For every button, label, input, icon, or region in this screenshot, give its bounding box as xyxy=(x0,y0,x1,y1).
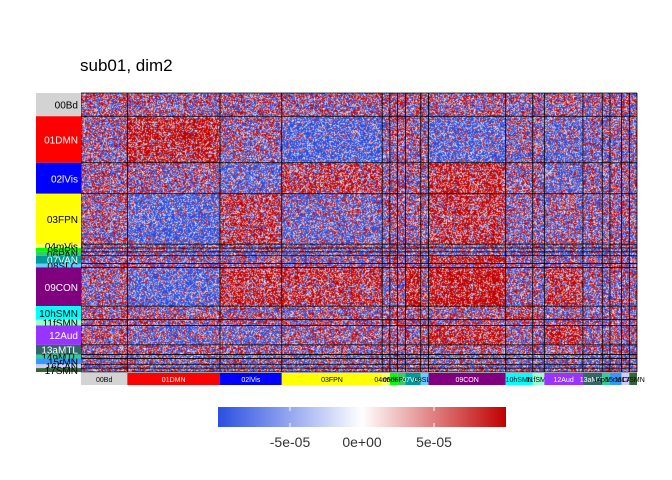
col-label-02lvis: 02lVis xyxy=(241,377,260,384)
col-label-band-02lvis xyxy=(220,373,282,385)
row-label-band-11fsmn xyxy=(36,319,81,326)
row-label-17smn: 17SMN xyxy=(45,366,78,377)
row-label-band-13amtl xyxy=(36,344,81,355)
col-label-09con: 09CON xyxy=(455,377,478,384)
row-label-band-08slc xyxy=(36,263,81,268)
row-label-band-06pan xyxy=(36,251,81,256)
row-label-band-01dmn xyxy=(36,116,81,163)
col-label-08slc: 08SLC xyxy=(414,377,435,384)
block-grid xyxy=(80,92,638,373)
row-label-11fsmn: 11fSMN xyxy=(43,319,78,330)
col-label-13amtl: 13aMTL xyxy=(580,377,606,384)
row-label-band-14pmtl xyxy=(36,354,81,359)
col-label-16can: 16CAN xyxy=(614,377,637,384)
col-label-07van: 07VAN xyxy=(402,377,424,384)
col-label-band-06pan xyxy=(397,373,406,385)
row-label-band-00bd xyxy=(36,93,81,117)
row-label-00bd: 00Bd xyxy=(55,101,78,112)
legend-tick-label: -5e-05 xyxy=(270,434,311,450)
col-label-band-15rmn xyxy=(609,373,622,385)
col-label-04mvis: 04mVis xyxy=(374,377,398,384)
row-label-09con: 09CON xyxy=(45,283,78,294)
row-label-band-10hsmn xyxy=(36,306,81,320)
col-label-band-12aud xyxy=(544,373,583,385)
col-label-band-08slc xyxy=(420,373,429,385)
row-label-15rmn: 15rMN xyxy=(48,357,78,368)
legend-tick-label: 0e+00 xyxy=(342,434,382,450)
row-label-band-09con xyxy=(36,267,81,307)
col-label-band-16can xyxy=(621,373,630,385)
row-label-08slc: 08SLC xyxy=(47,261,78,272)
row-label-band-16can xyxy=(36,364,81,369)
row-label-06pan: 06PAN xyxy=(47,250,78,261)
col-label-band-14pmtl xyxy=(602,373,610,385)
col-label-band-17smn xyxy=(629,373,637,385)
col-label-12aud: 12Aud xyxy=(554,377,574,384)
row-label-band-15rmn xyxy=(36,358,81,365)
row-label-02lvis: 02lVis xyxy=(51,174,78,185)
col-label-band-09con xyxy=(428,373,506,385)
row-label-band-12aud xyxy=(36,325,81,345)
col-label-06pan: 06PAN xyxy=(391,377,413,384)
row-label-05dpn: 05dPN xyxy=(47,246,78,257)
row-label-band-07van xyxy=(36,255,81,264)
col-label-band-10hsmn xyxy=(505,373,533,385)
heatmap-cells xyxy=(81,93,637,372)
row-label-04mvis: 04mVis xyxy=(45,242,78,253)
row-label-band-04mvis xyxy=(36,244,81,248)
col-label-17smn: 17SMN xyxy=(621,377,644,384)
legend-tick-label: 5e-05 xyxy=(416,434,452,450)
col-label-00bd: 00Bd xyxy=(96,377,112,384)
col-label-14pmtl: 14pMTL xyxy=(593,377,619,384)
row-label-07van: 07VAN xyxy=(47,256,78,267)
col-label-band-01dmn xyxy=(127,373,220,385)
col-label-band-04mvis xyxy=(382,373,390,385)
col-label-15rmn: 15rMN xyxy=(605,377,626,384)
row-label-band-02lvis xyxy=(36,162,81,194)
col-label-band-03fpn xyxy=(281,373,383,385)
legend-colorbar xyxy=(218,407,506,427)
col-label-band-11fsmn xyxy=(532,373,545,385)
row-label-12aud: 12Aud xyxy=(49,331,78,342)
col-label-band-13amtl xyxy=(582,373,603,385)
row-label-10hsmn: 10hSMN xyxy=(39,309,78,320)
row-label-14pmtl: 14pMTL xyxy=(41,353,78,364)
col-label-11fsmn: 11fSMN xyxy=(526,377,551,384)
col-label-band-00bd xyxy=(81,373,128,385)
col-label-01dmn: 01DMN xyxy=(162,377,186,384)
chart-title: sub01, dim2 xyxy=(80,56,173,75)
row-label-01dmn: 01DMN xyxy=(44,136,78,147)
row-label-band-03fpn xyxy=(36,193,81,245)
row-label-13amtl: 13aMTL xyxy=(41,346,78,357)
row-label-band-17smn xyxy=(36,368,81,372)
row-label-03fpn: 03FPN xyxy=(47,215,78,226)
col-label-band-05dpn xyxy=(389,373,398,385)
row-label-band-05dpn xyxy=(36,248,81,252)
col-label-05dpn: 05dPN xyxy=(383,377,404,384)
row-label-16can: 16CAN xyxy=(46,362,78,373)
col-label-band-07van xyxy=(405,373,421,385)
col-label-10hsmn: 10hSMN xyxy=(506,377,533,384)
col-label-03fpn: 03FPN xyxy=(321,377,343,384)
